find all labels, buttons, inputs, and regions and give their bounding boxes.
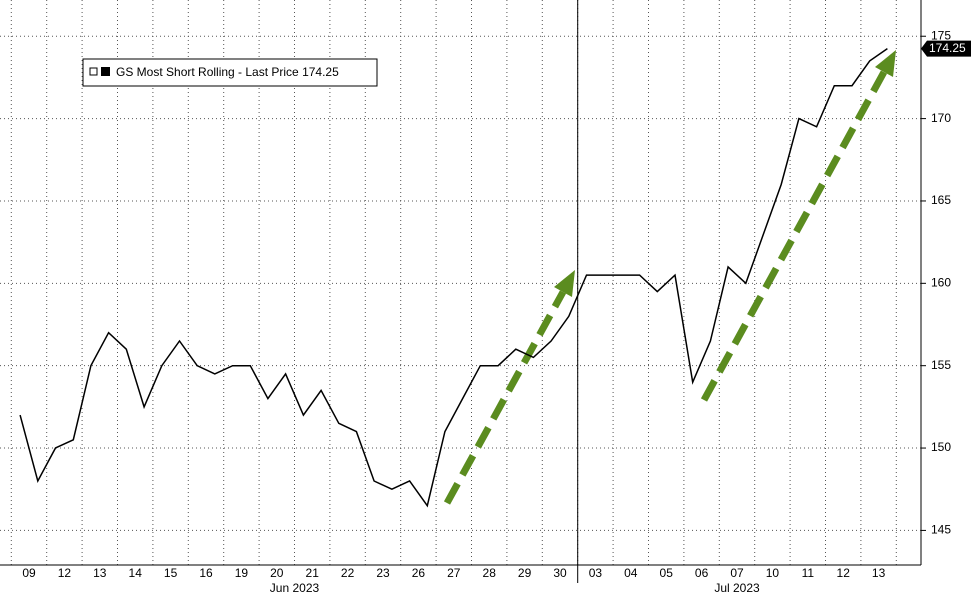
x-tick-label: 11 [802,566,815,580]
y-tick-label: 155 [931,358,951,372]
x-tick-label: 21 [306,566,320,580]
x-tick-label: 14 [129,566,143,580]
x-tick-label: 19 [235,566,249,580]
month-label: Jun 2023 [270,581,320,595]
legend-label: GS Most Short Rolling - Last Price 174.2… [116,65,339,79]
x-tick-label: 05 [660,566,674,580]
last-price-tag [921,40,971,57]
y-tick-label: 150 [931,440,951,454]
legend-swatch [101,67,110,76]
x-tick-label: 26 [412,566,426,580]
x-tick-label: 07 [730,566,744,580]
x-tick-label: 09 [22,566,36,580]
month-label: Jul 2023 [714,581,760,595]
trend-arrow [700,70,888,402]
trend-arrow [443,290,567,505]
x-tick-label: 30 [553,566,567,580]
x-tick-label: 12 [837,566,851,580]
y-tick-label: 165 [931,193,951,207]
x-tick-label: 20 [270,566,284,580]
y-tick-label: 175 [931,28,951,42]
y-tick-label: 170 [931,111,951,125]
legend-toggle [89,67,98,76]
x-tick-label: 23 [376,566,390,580]
x-tick-label: 29 [518,566,532,580]
arrow-head [554,270,575,297]
x-tick-label: 22 [341,566,355,580]
x-tick-label: 15 [164,566,178,580]
trend-arrows [443,50,896,505]
x-tick-label: 27 [447,566,461,580]
x-tick-label: 13 [872,566,886,580]
x-tick-label: 13 [93,566,107,580]
x-tick-label: 16 [199,566,213,580]
x-tick-label: 04 [624,566,638,580]
last-price-label: 174.25 [929,41,966,55]
x-tick-label: 06 [695,566,709,580]
arrow-head [875,50,896,77]
price-line [19,47,888,508]
x-tick-label: 28 [483,566,497,580]
x-tick-label: 03 [589,566,603,580]
x-tick-label: 12 [58,566,72,580]
y-tick-label: 160 [931,275,951,289]
x-tick-label: 10 [766,566,780,580]
legend-box [82,58,378,87]
legend: GS Most Short Rolling - Last Price 174.2… [82,58,378,87]
y-tick-label: 145 [931,523,951,537]
